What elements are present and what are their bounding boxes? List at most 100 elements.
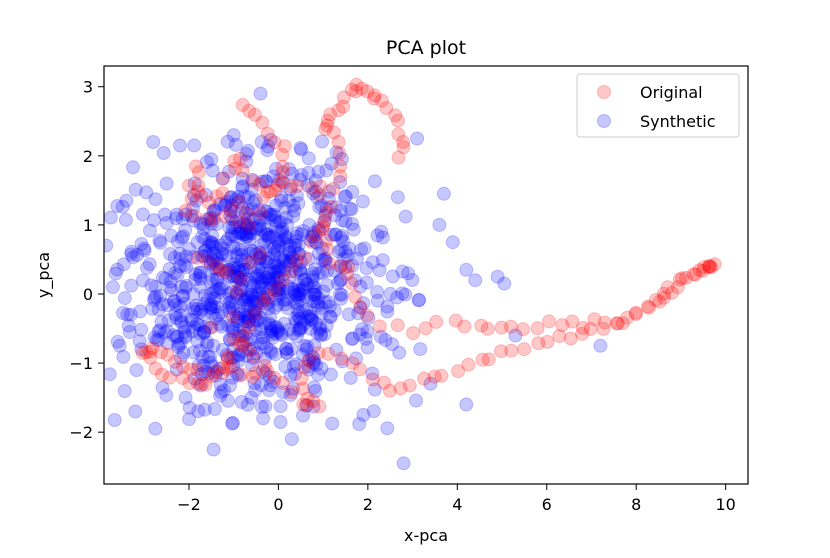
- y-tick-label: −2: [69, 423, 93, 442]
- point-original: [297, 360, 312, 375]
- point-original: [504, 343, 519, 358]
- point-synthetic: [251, 329, 266, 344]
- point-synthetic: [104, 210, 118, 225]
- point-synthetic: [288, 288, 303, 302]
- point-synthetic: [299, 277, 314, 291]
- point-synthetic: [301, 165, 316, 180]
- point-synthetic: [205, 272, 220, 287]
- point-synthetic: [163, 274, 178, 289]
- point-synthetic: [259, 244, 274, 259]
- point-synthetic: [288, 265, 303, 280]
- point-synthetic: [293, 141, 308, 155]
- point-synthetic: [227, 260, 242, 275]
- x-tick-label: 4: [452, 495, 462, 514]
- point-synthetic: [262, 230, 277, 245]
- point-synthetic: [327, 303, 342, 318]
- point-synthetic: [279, 237, 294, 251]
- point-synthetic: [229, 310, 244, 325]
- point-synthetic: [280, 217, 294, 232]
- point-original: [260, 290, 275, 305]
- point-synthetic: [134, 342, 149, 357]
- point-synthetic: [359, 261, 374, 276]
- point-synthetic: [293, 305, 308, 320]
- point-synthetic: [194, 302, 209, 317]
- point-synthetic: [187, 320, 202, 335]
- point-synthetic: [259, 254, 274, 269]
- point-synthetic: [248, 297, 263, 312]
- point-synthetic: [308, 234, 323, 249]
- point-synthetic: [223, 332, 238, 347]
- point-synthetic: [211, 285, 226, 300]
- point-synthetic: [279, 231, 294, 245]
- point-synthetic: [252, 251, 267, 266]
- point-synthetic: [178, 223, 193, 238]
- point-synthetic: [238, 262, 253, 277]
- point-original: [675, 271, 689, 286]
- point-synthetic: [203, 349, 217, 364]
- point-original: [701, 259, 716, 274]
- point-synthetic: [315, 253, 330, 267]
- point-synthetic: [289, 188, 304, 203]
- point-original: [232, 337, 247, 351]
- point-synthetic: [338, 214, 353, 229]
- point-synthetic: [147, 213, 161, 228]
- point-synthetic: [246, 195, 261, 210]
- point-synthetic: [366, 404, 381, 419]
- point-synthetic: [206, 299, 221, 314]
- point-original: [284, 264, 299, 279]
- point-synthetic: [293, 287, 308, 302]
- point-synthetic: [104, 367, 117, 382]
- point-synthetic: [329, 200, 344, 215]
- point-synthetic: [204, 286, 219, 301]
- point-synthetic: [135, 273, 150, 288]
- point-synthetic: [249, 222, 263, 237]
- point-synthetic: [226, 268, 241, 283]
- point-synthetic: [219, 194, 234, 209]
- point-synthetic: [191, 404, 206, 419]
- point-synthetic: [307, 354, 321, 369]
- point-synthetic: [243, 243, 258, 258]
- point-original: [304, 181, 319, 195]
- point-synthetic: [261, 230, 276, 245]
- point-synthetic: [254, 262, 269, 277]
- point-synthetic: [273, 249, 288, 264]
- point-synthetic: [238, 309, 253, 324]
- point-original: [360, 308, 374, 323]
- point-synthetic: [289, 329, 304, 344]
- point-synthetic: [208, 240, 223, 255]
- point-synthetic: [225, 324, 240, 339]
- point-synthetic: [497, 276, 512, 291]
- point-synthetic: [436, 186, 451, 201]
- point-synthetic: [257, 203, 272, 218]
- point-synthetic: [149, 332, 164, 347]
- points-layer: [104, 77, 722, 471]
- point-synthetic: [333, 272, 348, 287]
- point-synthetic: [225, 318, 240, 333]
- point-synthetic: [178, 280, 193, 295]
- point-synthetic: [221, 393, 235, 408]
- point-original: [648, 293, 663, 307]
- point-synthetic: [222, 164, 236, 179]
- point-synthetic: [169, 362, 184, 377]
- point-synthetic: [243, 342, 258, 357]
- point-synthetic: [228, 220, 243, 235]
- point-original: [390, 318, 405, 333]
- point-synthetic: [248, 304, 262, 319]
- point-synthetic: [334, 152, 349, 167]
- point-synthetic: [170, 234, 185, 249]
- point-synthetic: [142, 257, 157, 272]
- point-synthetic: [330, 276, 345, 291]
- point-synthetic: [196, 358, 211, 373]
- point-synthetic: [273, 288, 288, 303]
- point-synthetic: [258, 316, 272, 331]
- point-synthetic: [264, 207, 279, 222]
- point-synthetic: [284, 432, 299, 447]
- point-synthetic: [190, 317, 205, 332]
- legend-label-synthetic: Synthetic: [640, 112, 716, 131]
- point-synthetic: [246, 212, 261, 227]
- point-original: [253, 247, 268, 262]
- point-synthetic: [303, 312, 318, 327]
- point-synthetic: [176, 229, 191, 244]
- point-synthetic: [336, 234, 351, 249]
